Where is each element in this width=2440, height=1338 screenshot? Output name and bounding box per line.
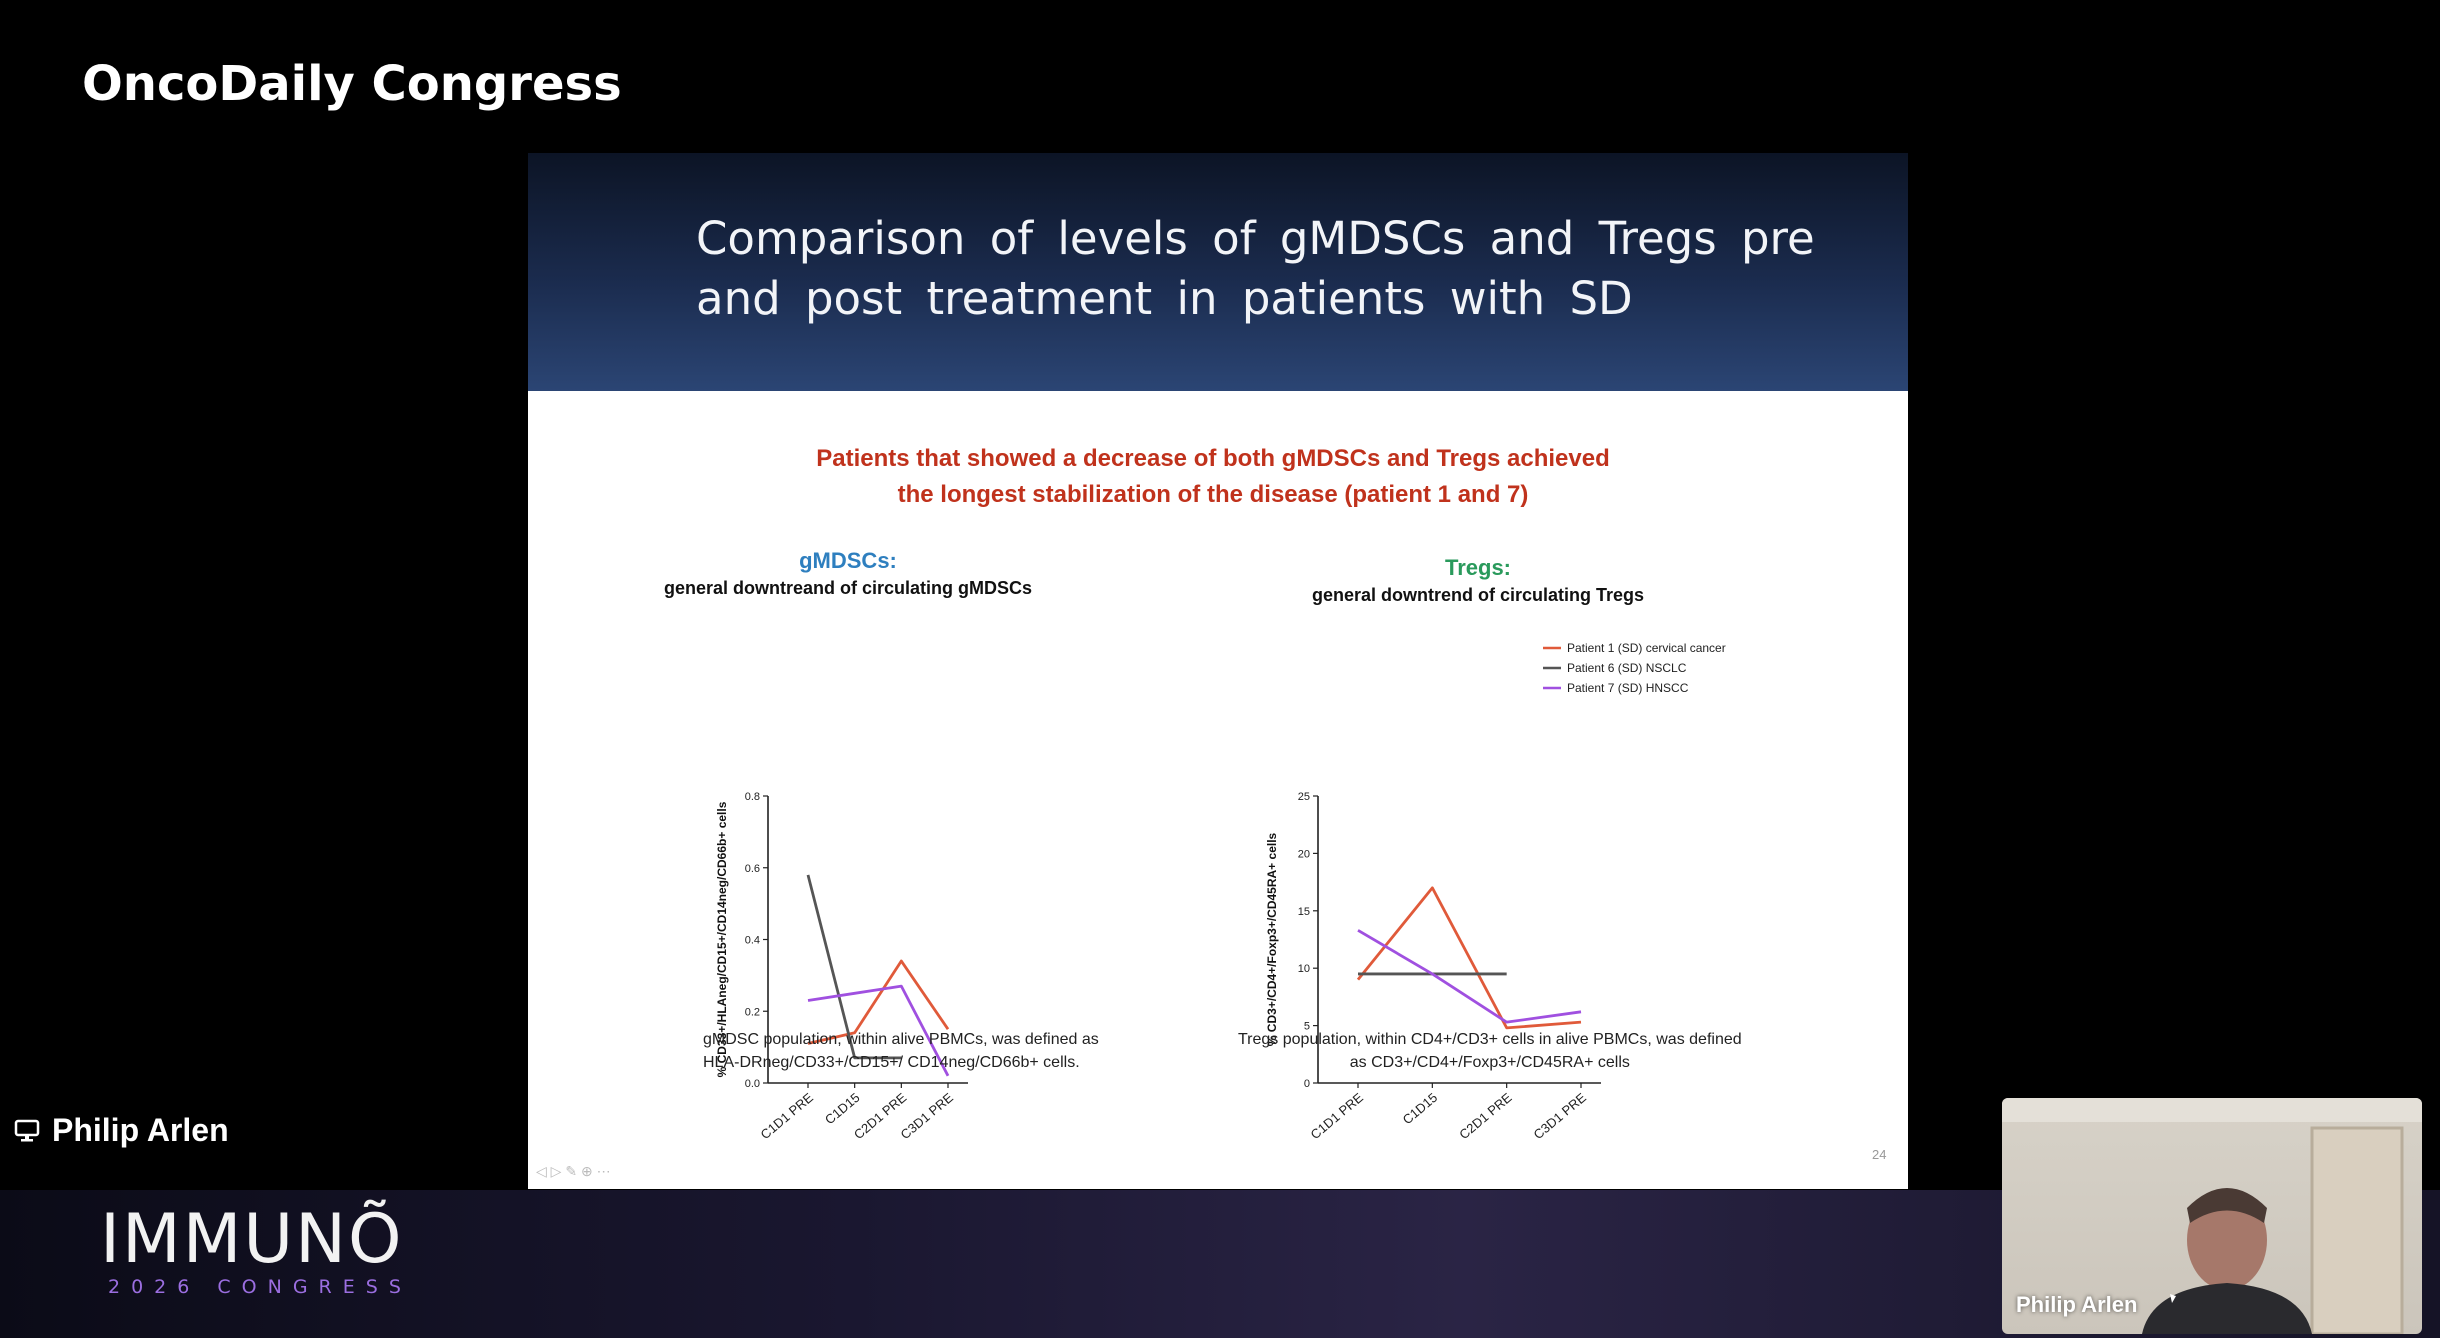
y-tick-label: 0 [1304, 1078, 1310, 1090]
legend-label: Patient 6 (SD) NSCLC [1567, 661, 1687, 675]
slide-page-number: 24 [1872, 1147, 1887, 1162]
subtitle-line-1: Patients that showed a decrease of both … [816, 445, 1610, 472]
event-logo-subtitle: 2026 CONGRESS [108, 1276, 412, 1298]
y-axis-label: % CD3+/CD4+/Foxp3+/CD45RA+ cells [1265, 832, 1279, 1046]
series-line [1357, 929, 1582, 1024]
legend-label: Patient 1 (SD) cervical cancer [1567, 641, 1726, 655]
webcam-name: Philip Arlen [2016, 1292, 2138, 1317]
y-tick-label: 0.2 [745, 1006, 760, 1018]
gmdsc-line-chart: 0.0 0.2 0.4 0.6 0.8 % CD33+/HLAneg/CD15+/CD14… [715, 791, 968, 1143]
gmdsc-heading: gMDSCs: [799, 548, 897, 573]
y-tick-label: 10 [1298, 963, 1310, 975]
y-tick-label: 0.8 [745, 791, 760, 803]
menu-icon[interactable]: ⋯ [596, 1163, 611, 1179]
x-tick-label: C1D1 PRE [758, 1090, 817, 1143]
series-line [807, 959, 950, 1045]
presenter-name: Philip Arlen [52, 1112, 229, 1148]
zoom-icon[interactable]: ⊕ [580, 1163, 593, 1179]
pen-icon[interactable]: ✎ [565, 1163, 578, 1179]
next-slide-icon[interactable]: ▷ [550, 1163, 562, 1179]
slide-header: Comparison of levels of gMDSCs and Tregs… [528, 153, 1908, 391]
tregs-heading: Tregs: [1444, 555, 1512, 580]
x-tick-label: C3D1 PRE [898, 1090, 957, 1143]
y-tick-label: 0.6 [745, 863, 760, 875]
y-tick-label: 0.4 [745, 935, 760, 947]
presenter-label: Philip Arlen [14, 1112, 229, 1149]
presentation-slide: Comparison of levels of gMDSCs and Tregs… [528, 153, 1908, 1189]
legend-label: Patient 7 (SD) HNSCC [1567, 681, 1689, 695]
gmdsc-caption: gMDSC population, within alive PBMCs, wa… [703, 1028, 1099, 1074]
gmdsc-caption-line-2: HLA-DRneg/CD33+/CD15+/ CD14neg/CD66b+ ce… [703, 1054, 1080, 1071]
webcam-tile[interactable]: Philip Arlen [2002, 1098, 2422, 1334]
slide-subtitle: Patients that showed a decrease of both … [528, 441, 1898, 513]
subtitle-line-2: the longest stabilization of the disease… [897, 481, 1529, 508]
y-axis-label: % CD33+/HLAneg/CD15+/CD14neg/CD66b+ cell… [715, 801, 729, 1077]
x-tick-label: C1D15 [822, 1090, 863, 1128]
tregs-caption-line-2: as CD3+/CD4+/Foxp3+/CD45RA+ cells [1349, 1054, 1630, 1071]
gmdsc-subheading: general downtreand of circulating gMDSCs [663, 578, 1033, 598]
slide-controls[interactable]: ◁ ▷ ✎ ⊕ ⋯ [536, 1163, 611, 1180]
x-tick-label: C1D15 [1400, 1090, 1441, 1128]
tregs-subheading: general downtrend of circulating Tregs [1311, 585, 1645, 605]
gmdsc-caption-line-1: gMDSC population, within alive PBMCs, wa… [703, 1031, 1099, 1048]
gmdsc-heading-block: gMDSCs: general downtreand of circulatin… [638, 548, 1058, 599]
x-tick-label: C3D1 PRE [1531, 1090, 1590, 1143]
y-tick-label: 0.0 [745, 1078, 760, 1090]
tregs-caption: Tregs population, within CD4+/CD3+ cells… [1238, 1028, 1742, 1074]
series-line [807, 984, 950, 1077]
brand-title: OncoDaily Congress [82, 56, 622, 112]
webcam-video [2002, 1098, 2422, 1334]
x-tick-label: C1D1 PRE [1308, 1090, 1367, 1143]
x-tick-label: C2D1 PRE [1456, 1090, 1515, 1143]
tregs-line-chart: 0 5 10 15 20 25 % CD3+/CD4+/Foxp3+/CD45RA+ cel… [1265, 641, 1726, 1143]
event-logo: IMMUNÕ [100, 1200, 404, 1279]
y-tick-label: 25 [1298, 791, 1310, 803]
series-line [1356, 886, 1582, 1030]
previous-slide-icon[interactable]: ◁ [536, 1163, 547, 1179]
monitor-icon [14, 1119, 40, 1141]
slide-title: Comparison of levels of gMDSCs and Tregs… [696, 212, 1815, 325]
y-tick-label: 5 [1304, 1021, 1310, 1033]
tregs-heading-block: Tregs: general downtrend of circulating … [1268, 555, 1688, 606]
y-tick-label: 15 [1298, 906, 1310, 918]
tregs-caption-line-1: Tregs population, within CD4+/CD3+ cells… [1238, 1031, 1742, 1048]
y-tick-label: 20 [1298, 848, 1310, 860]
